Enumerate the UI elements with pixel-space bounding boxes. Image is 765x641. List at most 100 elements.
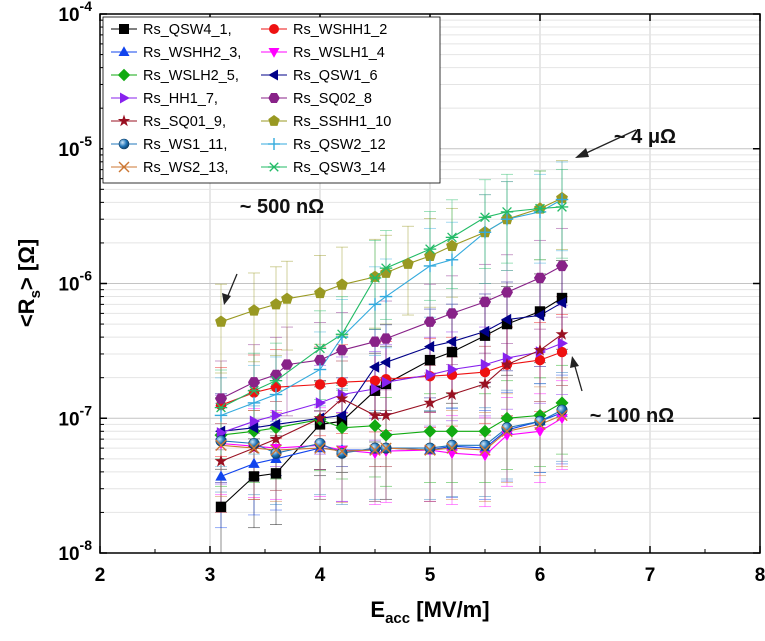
- data-point-s9: [478, 377, 492, 390]
- legend-marker: [118, 161, 130, 173]
- legend-marker: [268, 69, 278, 81]
- data-point-s10: [314, 286, 326, 299]
- data-point-s7: [370, 383, 381, 395]
- legend-label: Rs_SQ02_8: [293, 91, 372, 107]
- data-point-s10: [281, 292, 293, 304]
- data-point-s8: [336, 345, 348, 356]
- legend-label: Rs_SSHH1_10: [293, 114, 391, 130]
- data-point-s14: [533, 203, 547, 214]
- data-point-s11: [336, 447, 348, 459]
- data-point-s8: [215, 393, 227, 404]
- data-point-s1: [501, 318, 513, 330]
- data-point-s14: [313, 343, 327, 354]
- data-point-s2: [248, 387, 260, 398]
- data-point-s14: [269, 375, 283, 386]
- legend-label: Rs_QSW1_6: [293, 68, 378, 84]
- annotation-4-micro-ohm: ~ 4 μΩ: [614, 126, 676, 148]
- data-point-s7: [447, 363, 458, 376]
- annotation-arrow-100-nano-ohm: [570, 356, 583, 392]
- data-point-s1: [270, 468, 282, 479]
- data-point-s13: [248, 442, 260, 454]
- data-point-s5: [500, 411, 514, 425]
- data-point-s6: [369, 361, 380, 373]
- y-tick-label: 10-6: [58, 268, 92, 296]
- legend-label: Rs_WSHH2_3,: [143, 45, 241, 61]
- legend-marker: [268, 115, 280, 126]
- data-point-s11: [479, 439, 491, 451]
- legend-label: Rs_SQ01_9,: [143, 114, 226, 130]
- data-point-s14: [368, 273, 382, 283]
- data-point-s12: [379, 290, 393, 303]
- legend-marker: [268, 93, 280, 103]
- data-point-s6: [336, 409, 347, 422]
- data-point-s8: [479, 296, 491, 308]
- data-point-s5: [379, 428, 393, 442]
- y-tick-label: 10-5: [58, 133, 92, 161]
- annotation-arrow-4-micro-ohm: [575, 129, 637, 158]
- data-point-s12: [555, 193, 569, 206]
- annotation-500-nano-ohm: ~ 500 nΩ: [240, 196, 324, 218]
- data-point-s13: [270, 444, 282, 456]
- data-point-s2: [479, 366, 491, 378]
- legend-label: Rs_HH1_7,: [143, 91, 218, 107]
- x-tick-label: 7: [645, 565, 656, 586]
- data-point-s12: [335, 330, 349, 344]
- data-point-s11: [314, 437, 326, 449]
- legend-label: Rs_WS1_11,: [143, 137, 227, 153]
- data-point-s14: [478, 212, 492, 223]
- data-point-s13: [446, 442, 458, 454]
- data-point-s12: [478, 226, 492, 239]
- legend-marker: [268, 162, 280, 172]
- data-point-s6: [424, 340, 435, 353]
- legend-marker: [118, 138, 130, 150]
- data-point-s12: [247, 396, 261, 410]
- data-point-s13: [314, 442, 326, 454]
- data-point-s2: [534, 354, 546, 366]
- data-point-s11: [424, 442, 436, 454]
- data-point-s13: [424, 444, 436, 456]
- legend-marker: [118, 46, 130, 56]
- data-point-s2: [336, 377, 348, 388]
- data-point-s1: [479, 330, 491, 341]
- data-point-s7: [249, 415, 260, 427]
- data-point-s12: [313, 363, 327, 376]
- data-point-s8: [424, 316, 436, 327]
- legend-label: Rs_WSHH1_2: [293, 22, 387, 38]
- data-point-s10: [248, 304, 260, 316]
- data-point-s10: [336, 278, 348, 290]
- x-tick-label: 2: [95, 565, 106, 586]
- data-point-s10: [215, 315, 227, 327]
- data-point-s6: [556, 297, 567, 309]
- data-point-s13: [556, 409, 568, 422]
- data-point-s9: [335, 391, 349, 404]
- data-point-s2: [369, 375, 381, 386]
- y-tick-label: 10-4: [58, 0, 92, 26]
- data-point-s14: [555, 202, 569, 212]
- y-tick-label: 10-8: [58, 537, 92, 565]
- data-point-s7: [315, 397, 326, 409]
- data-point-s6: [479, 325, 490, 338]
- legend: Rs_QSW4_1, Rs_WSHH1_2 Rs_WSHH2_3, Rs_WSLH1_…: [102, 16, 441, 184]
- data-point-s6: [270, 418, 281, 431]
- data-point-s13: [380, 442, 392, 454]
- data-point-s7: [271, 409, 282, 422]
- data-point-s9: [313, 411, 327, 424]
- legend-marker: [268, 48, 280, 58]
- data-point-s6: [446, 336, 457, 348]
- data-point-s11: [556, 404, 568, 416]
- data-point-s14: [335, 329, 349, 340]
- data-point-s14: [379, 263, 393, 274]
- legend-label: Rs_WSLH1_4: [293, 45, 385, 61]
- y-axis-title: <Rs> [Ω]: [14, 239, 44, 327]
- series-markers: [214, 191, 569, 513]
- data-point-s12: [445, 253, 459, 267]
- data-point-s6: [248, 422, 259, 434]
- data-point-s2: [270, 381, 282, 393]
- data-point-s7: [381, 376, 392, 388]
- legend-marker: [269, 24, 279, 34]
- data-point-s10: [369, 270, 381, 282]
- data-point-s14: [500, 207, 514, 217]
- data-point-s12: [500, 212, 514, 226]
- data-point-s1: [424, 354, 436, 366]
